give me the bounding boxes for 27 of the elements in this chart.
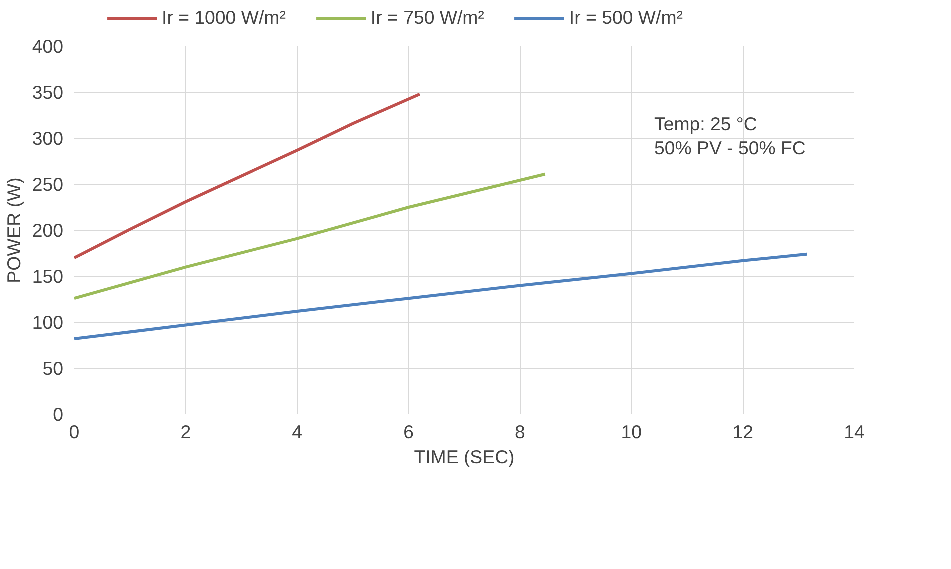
y-tick-label: 400 (32, 36, 64, 57)
x-tick-label: 0 (69, 422, 80, 442)
line-series (74, 92, 422, 260)
x-tick-label: 14 (844, 422, 865, 442)
x-tick-label: 8 (515, 422, 526, 442)
x-axis-title: TIME (SEC) (414, 446, 515, 468)
x-tick-label: 12 (732, 422, 754, 442)
x-tick-label: 6 (404, 422, 414, 442)
annotation: Temp: 25 °C (654, 114, 758, 134)
y-axis-title: POWER (W) (3, 178, 24, 284)
x-tick-label: 2 (180, 422, 192, 442)
legend-label: Ir = 1000 W/m² (162, 7, 286, 29)
y-tick-label: 0 (53, 404, 64, 425)
legend-label: Ir = 500 W/m² (569, 7, 683, 29)
y-tick-label: 150 (32, 266, 64, 287)
y-tick-label: 350 (32, 82, 64, 103)
x-tick-label: 10 (621, 422, 642, 442)
x-tick-label: 4 (292, 422, 303, 442)
annotation: 50% PV - 50% FC (654, 138, 806, 158)
y-tick-label: 100 (32, 312, 64, 333)
legend-label: Ir = 750 W/m² (370, 7, 484, 29)
y-tick-label: 200 (32, 220, 64, 241)
y-tick-label: 50 (42, 358, 64, 379)
line-series (74, 252, 809, 341)
y-tick-label: 300 (32, 128, 64, 149)
y-tick-label: 250 (32, 174, 64, 195)
line-series (74, 172, 547, 300)
